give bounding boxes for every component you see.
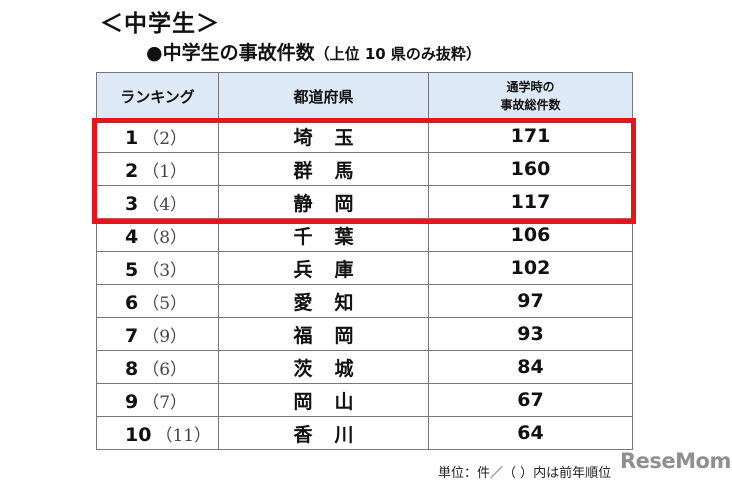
table-body: 1 （2） 埼玉 171 2 （1） 群馬 160 3 （4） 静岡 117 4 （8）… [96, 119, 633, 450]
prefecture-cell: 兵庫 [218, 251, 429, 285]
accident-ranking-table: ランキング 都道府県 通学時の事故総件数 1 （2） 埼玉 171 2 （1） 群馬… [96, 72, 633, 450]
count-cell: 160 [428, 152, 633, 186]
column-header-prefecture: 都道府県 [218, 72, 429, 120]
prefecture-cell: 茨城 [218, 350, 429, 384]
table-title-subtitle: （上位 10 県のみ抜粋） [314, 45, 481, 63]
rank-value: 8 [125, 357, 139, 380]
column-header-total-line2: 事故総件数 [500, 98, 561, 112]
section-title: ＜中学生＞ [100, 11, 220, 37]
table-row: 9 （7） 岡山 67 [96, 383, 633, 417]
previous-rank: （5） [142, 293, 188, 314]
table-row: 1 （2） 埼玉 171 [96, 119, 633, 153]
rank-value: 1 [125, 126, 139, 149]
table-row: 5 （3） 兵庫 102 [96, 251, 633, 285]
rank-cell: 2 （1） [96, 152, 219, 186]
count-cell: 102 [428, 251, 633, 285]
table-row: 10 （11） 香川 64 [96, 416, 633, 450]
rank-cell: 6 （5） [96, 284, 219, 318]
rank-value: 10 [125, 423, 152, 446]
resemom-watermark-logo: ReseMom [620, 449, 731, 473]
count-cell: 84 [428, 350, 633, 384]
previous-rank: （2） [142, 128, 188, 149]
count-cell: 67 [428, 383, 633, 417]
prefecture-cell: 静岡 [218, 185, 429, 219]
rank-value: 2 [125, 159, 139, 182]
rank-cell: 8 （6） [96, 350, 219, 384]
count-cell: 171 [428, 119, 633, 153]
rank-value: 7 [125, 324, 139, 347]
rank-cell: 4 （8） [96, 218, 219, 252]
rank-cell: 9 （7） [96, 383, 219, 417]
column-header-total-line1: 通学時の [506, 80, 555, 94]
table-row: 2 （1） 群馬 160 [96, 152, 633, 186]
prefecture-cell: 福岡 [218, 317, 429, 351]
prefecture-cell: 岡山 [218, 383, 429, 417]
count-cell: 117 [428, 185, 633, 219]
count-cell: 106 [428, 218, 633, 252]
prefecture-cell: 埼玉 [218, 119, 429, 153]
prefecture-cell: 千葉 [218, 218, 429, 252]
column-header-total: 通学時の 事故総件数 [428, 72, 633, 120]
table-title: ●中学生の事故件数（上位 10 県のみ抜粋） [146, 38, 481, 65]
rank-cell: 5 （3） [96, 251, 219, 285]
previous-rank: （9） [142, 326, 188, 347]
rank-value: 5 [125, 258, 139, 281]
table-row: 3 （4） 静岡 117 [96, 185, 633, 219]
previous-rank: （3） [142, 260, 188, 281]
previous-rank: （1） [142, 161, 188, 182]
rank-value: 3 [125, 192, 139, 215]
rank-cell: 7 （9） [96, 317, 219, 351]
prefecture-cell: 愛知 [218, 284, 429, 318]
rank-value: 4 [125, 225, 139, 248]
count-cell: 97 [428, 284, 633, 318]
prefecture-cell: 香川 [218, 416, 429, 450]
prefecture-cell: 群馬 [218, 152, 429, 186]
rank-cell: 3 （4） [96, 185, 219, 219]
unit-footnote: 単位：件／（ ）内は前年順位 [438, 466, 612, 481]
table-row: 4 （8） 千葉 106 [96, 218, 633, 252]
rank-cell: 1 （2） [96, 119, 219, 153]
table-row: 8 （6） 茨城 84 [96, 350, 633, 384]
rank-cell: 10 （11） [96, 416, 219, 450]
table-row: 6 （5） 愛知 97 [96, 284, 633, 318]
table-row: 7 （9） 福岡 93 [96, 317, 633, 351]
previous-rank: （4） [142, 194, 188, 215]
column-header-rank: ランキング [96, 72, 219, 120]
count-cell: 64 [428, 416, 633, 450]
previous-rank: （6） [142, 359, 188, 380]
table-header-row: ランキング 都道府県 通学時の事故総件数 [96, 72, 633, 120]
previous-rank: （7） [142, 392, 188, 413]
rank-value: 9 [125, 390, 139, 413]
rank-value: 6 [125, 291, 139, 314]
previous-rank: （8） [142, 227, 188, 248]
previous-rank: （11） [155, 425, 212, 446]
table-title-main: ●中学生の事故件数 [146, 42, 315, 64]
count-cell: 93 [428, 317, 633, 351]
